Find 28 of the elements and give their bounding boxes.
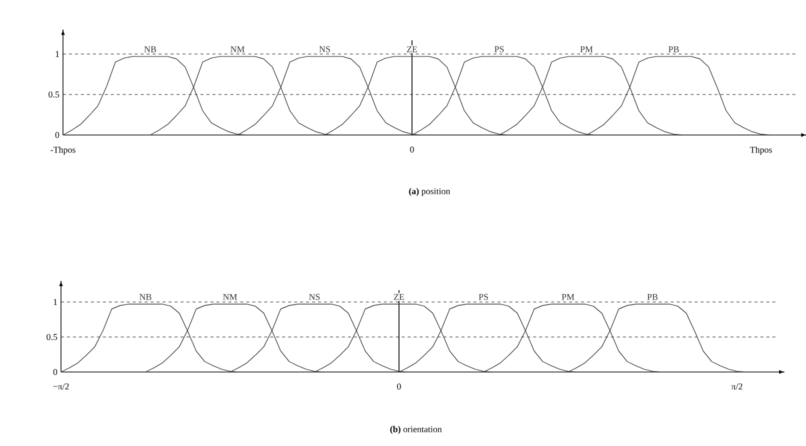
x-tick-label: 0 bbox=[397, 383, 401, 390]
y-tick-label: 0.5 bbox=[46, 334, 58, 340]
series-label: PB bbox=[647, 294, 658, 300]
series-label: NM bbox=[223, 294, 237, 300]
y-tick-label: 0 bbox=[55, 132, 60, 138]
series-label: NB bbox=[140, 294, 152, 300]
x-tick-label: Thpos bbox=[750, 146, 772, 155]
series-label: PB bbox=[668, 46, 679, 52]
series-label: PS bbox=[494, 46, 504, 52]
y-tick-label: 1 bbox=[54, 299, 57, 305]
text: (a) position bbox=[409, 188, 450, 196]
y-tick-label: 0.5 bbox=[48, 91, 60, 98]
x-tick-label: −π/2 bbox=[53, 383, 69, 390]
series-label: PM bbox=[562, 294, 574, 300]
series-label: ZE bbox=[406, 46, 418, 52]
series-label: NS bbox=[319, 46, 330, 52]
x-tick-label: -Thpos bbox=[50, 146, 76, 155]
text: (b) orientation bbox=[390, 426, 442, 434]
x-tick-label: 0 bbox=[410, 146, 414, 153]
series-label: NB bbox=[144, 46, 156, 52]
series-label: PM bbox=[580, 46, 593, 52]
series-label: NM bbox=[230, 46, 244, 52]
x-tick-label: π/2 bbox=[731, 383, 742, 390]
y-tick-label: 0 bbox=[53, 368, 58, 376]
y-tick-label: 1 bbox=[56, 51, 59, 57]
series-label: PS bbox=[478, 294, 488, 300]
series-label: ZE bbox=[394, 294, 404, 300]
series-label: NS bbox=[309, 294, 320, 300]
